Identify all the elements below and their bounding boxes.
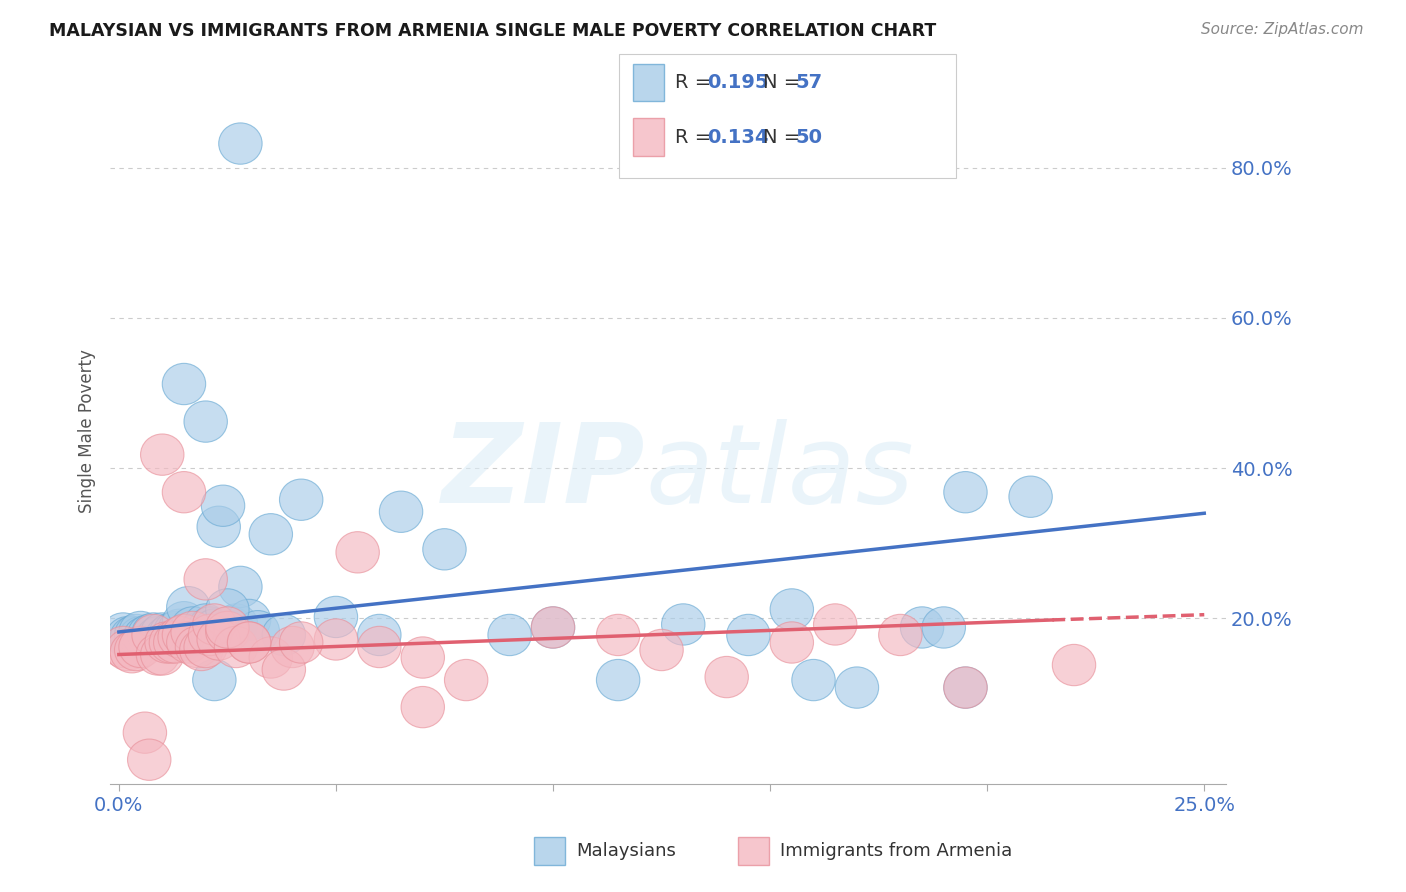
Text: 0.195: 0.195 — [707, 73, 769, 92]
Text: Source: ZipAtlas.com: Source: ZipAtlas.com — [1201, 22, 1364, 37]
Text: MALAYSIAN VS IMMIGRANTS FROM ARMENIA SINGLE MALE POVERTY CORRELATION CHART: MALAYSIAN VS IMMIGRANTS FROM ARMENIA SIN… — [49, 22, 936, 40]
Text: 57: 57 — [796, 73, 823, 92]
Text: ZIP: ZIP — [443, 419, 645, 526]
Y-axis label: Single Male Poverty: Single Male Poverty — [79, 349, 96, 513]
Text: R =: R = — [675, 73, 717, 92]
Text: atlas: atlas — [645, 419, 914, 526]
Text: R =: R = — [675, 128, 717, 146]
Text: 50: 50 — [796, 128, 823, 146]
Text: Malaysians: Malaysians — [576, 842, 676, 860]
Text: 0.134: 0.134 — [707, 128, 769, 146]
Text: Immigrants from Armenia: Immigrants from Armenia — [780, 842, 1012, 860]
Text: N =: N = — [763, 128, 807, 146]
Text: N =: N = — [763, 73, 807, 92]
